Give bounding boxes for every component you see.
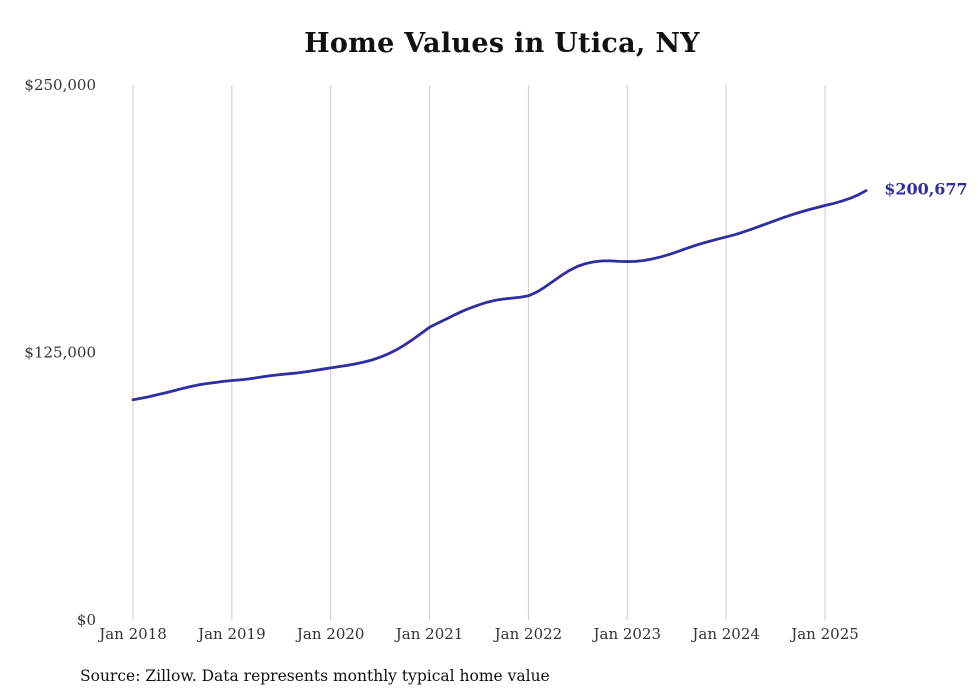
x-axis-tick-label: Jan 2021: [394, 625, 464, 643]
x-axis-tick-label: Jan 2020: [295, 625, 365, 643]
x-axis-tick-label: Jan 2022: [493, 625, 563, 643]
x-axis-tick-label: Jan 2024: [690, 625, 760, 643]
y-axis-tick-label: $125,000: [24, 344, 96, 362]
source-note: Source: Zillow. Data represents monthly …: [80, 667, 550, 685]
x-axis-tick-label: Jan 2018: [97, 625, 167, 643]
y-axis-tick-label: $0: [77, 611, 96, 629]
home-value-line-series: [131, 189, 868, 402]
end-value-label: $200,677: [884, 180, 968, 199]
x-axis-tick-label: Jan 2023: [592, 625, 662, 643]
y-axis-tick-label: $250,000: [24, 76, 96, 94]
x-axis-tick-label: Jan 2019: [196, 625, 266, 643]
x-axis-tick-label: Jan 2025: [789, 625, 859, 643]
chart-title: Home Values in Utica, NY: [304, 28, 700, 59]
